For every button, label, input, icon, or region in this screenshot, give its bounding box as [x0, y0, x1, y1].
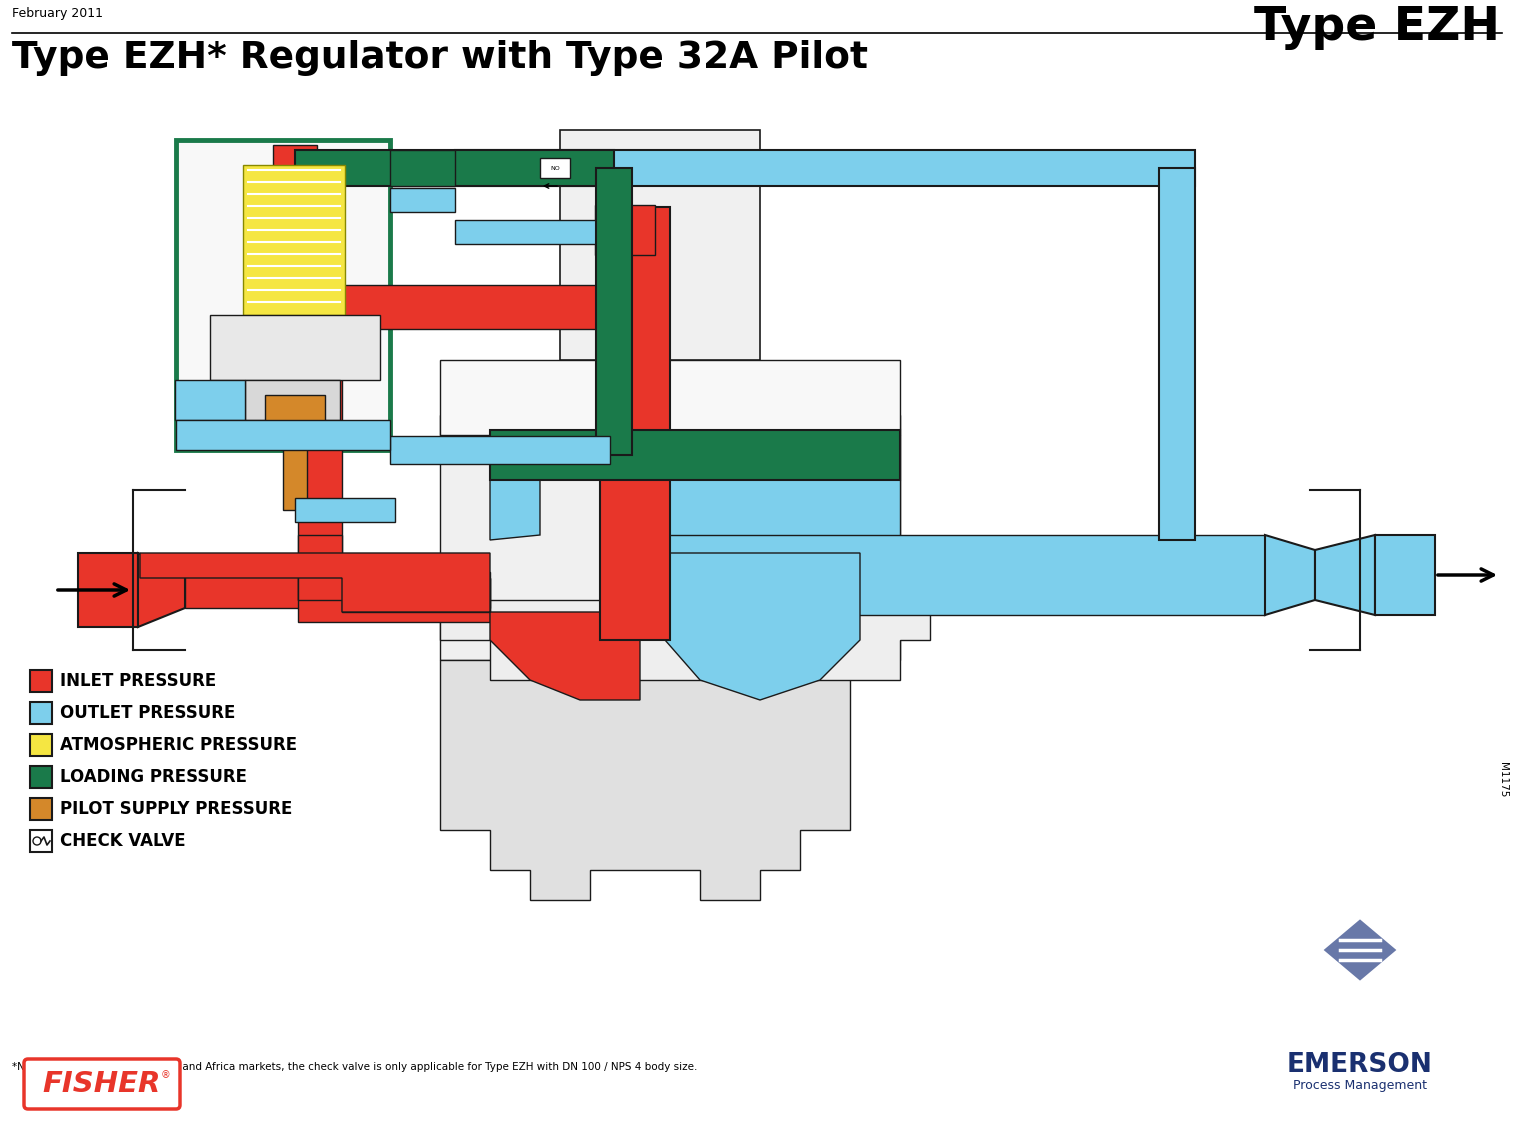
Text: ®: ® — [160, 1070, 171, 1081]
Bar — [456, 220, 615, 244]
Polygon shape — [30, 670, 51, 692]
Bar — [597, 168, 631, 455]
Polygon shape — [30, 798, 51, 819]
Polygon shape — [30, 766, 51, 788]
Polygon shape — [491, 435, 899, 540]
Text: CHECK VALVE: CHECK VALVE — [61, 832, 186, 850]
Polygon shape — [1266, 535, 1316, 615]
Text: LOADING PRESSURE: LOADING PRESSURE — [61, 768, 247, 787]
Polygon shape — [245, 380, 341, 420]
Bar — [1160, 168, 1195, 540]
Bar — [295, 150, 615, 186]
Polygon shape — [665, 553, 860, 700]
Bar — [295, 285, 636, 329]
Polygon shape — [540, 158, 569, 178]
Bar — [491, 430, 899, 480]
Polygon shape — [176, 420, 391, 449]
Text: FISHER: FISHER — [42, 1070, 160, 1098]
Polygon shape — [665, 435, 899, 540]
Bar — [298, 578, 491, 622]
Bar — [185, 572, 491, 608]
Text: INLET PRESSURE: INLET PRESSURE — [61, 672, 217, 690]
Polygon shape — [30, 703, 51, 724]
Text: ATMOSPHERIC PRESSURE: ATMOSPHERIC PRESSURE — [61, 735, 297, 754]
Bar — [391, 436, 610, 464]
Bar — [600, 207, 671, 640]
Text: M1175: M1175 — [1497, 763, 1508, 798]
Bar — [295, 498, 395, 522]
Text: Type EZH* Regulator with Type 32A Pilot: Type EZH* Regulator with Type 32A Pilot — [12, 40, 868, 76]
Text: February 2011: February 2011 — [12, 7, 103, 20]
Bar — [665, 535, 1266, 615]
Bar — [391, 188, 456, 212]
Polygon shape — [176, 380, 245, 420]
Polygon shape — [30, 734, 51, 756]
Polygon shape — [441, 600, 930, 680]
Text: Process Management: Process Management — [1293, 1078, 1428, 1092]
Text: EMERSON: EMERSON — [1287, 1052, 1432, 1078]
Bar — [391, 150, 456, 186]
Polygon shape — [138, 553, 185, 627]
Polygon shape — [139, 553, 665, 700]
Polygon shape — [30, 830, 51, 852]
Polygon shape — [441, 659, 849, 900]
Polygon shape — [210, 316, 380, 380]
Text: OUTLET PRESSURE: OUTLET PRESSURE — [61, 704, 235, 722]
Polygon shape — [560, 131, 760, 360]
Polygon shape — [441, 360, 899, 435]
Bar — [283, 445, 307, 510]
Text: Type EZH: Type EZH — [1254, 5, 1500, 50]
Text: NO: NO — [550, 166, 560, 170]
Polygon shape — [441, 415, 899, 720]
Polygon shape — [244, 165, 345, 316]
Polygon shape — [1316, 535, 1375, 615]
Bar — [595, 205, 656, 255]
Bar — [456, 150, 1195, 186]
FancyBboxPatch shape — [24, 1059, 180, 1109]
Polygon shape — [1322, 918, 1397, 982]
Polygon shape — [79, 553, 138, 627]
Polygon shape — [265, 395, 326, 445]
Text: PILOT SUPPLY PRESSURE: PILOT SUPPLY PRESSURE — [61, 800, 292, 818]
Polygon shape — [298, 535, 491, 612]
Bar — [298, 335, 342, 600]
Bar — [273, 145, 316, 306]
Polygon shape — [176, 140, 391, 449]
Polygon shape — [1375, 535, 1435, 615]
Text: *NOTE: For Europe, Middle East, and Africa markets, the check valve is only appl: *NOTE: For Europe, Middle East, and Afri… — [12, 1062, 698, 1071]
